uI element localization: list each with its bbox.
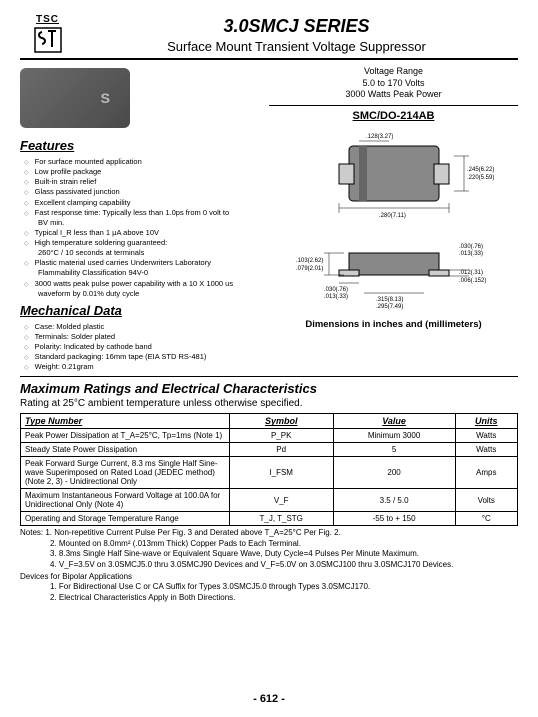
voltage-box: Voltage Range 5.0 to 170 Volts 3000 Watt… [269,64,518,103]
bipolar-label: Devices for Bipolar Applications [20,572,518,582]
td: I_FSM [229,457,333,489]
mech-item: Weight: 0.21gram [24,362,269,372]
dimension-drawing-side: .103(2.62) .079(2.01) .030(.76) .013(.33… [294,228,494,313]
td: 3.5 / 5.0 [333,489,455,512]
notes-label: Notes: [20,528,43,537]
voltage-line: 3000 Watts Peak Power [269,89,518,101]
td: Peak Forward Surge Current, 8.3 ms Singl… [21,457,230,489]
bipolar-item: 1. For Bidirectional Use C or CA Suffix … [20,582,518,592]
feature-item: Built-in strain relief [24,177,269,187]
svg-text:.030(.76): .030(.76) [459,244,483,250]
mech-item: Terminals: Solder plated [24,332,269,342]
svg-text:.315(8.13): .315(8.13) [376,297,403,303]
svg-text:.012(.31): .012(.31) [459,270,483,276]
td: Operating and Storage Temperature Range [21,512,230,526]
td: Maximum Instantaneous Forward Voltage at… [21,489,230,512]
logo: TSC [20,12,75,58]
td: Watts [455,429,517,443]
svg-text:.006(.152): .006(.152) [459,278,486,284]
logo-icon [34,27,62,53]
svg-text:.013(.33): .013(.33) [324,294,348,300]
features-list: For surface mounted application Low prof… [20,157,269,218]
td: Amps [455,457,517,489]
feature-item: High temperature soldering guaranteed: [24,238,269,248]
component-image [20,68,130,128]
feature-item: Excellent clamping capability [24,198,269,208]
feature-sub: 260°C / 10 seconds at terminals [20,248,269,258]
features-list: Plastic material used carries Underwrite… [20,258,269,268]
note-item: 2. Mounted on 8.0mm² (.013mm Thick) Copp… [20,539,518,549]
note-item: 1. Non-repetitive Current Pulse Per Fig.… [45,528,340,537]
svg-text:.220(5.59): .220(5.59) [467,175,494,181]
svg-text:.245(6.22): .245(6.22) [467,167,494,173]
logo-text: TSC [20,14,75,25]
svg-text:.013(.33): .013(.33) [459,251,483,257]
mech-item: Polarity: Indicated by cathode band [24,342,269,352]
page-title: 3.0SMCJ SERIES [75,16,518,37]
td: Watts [455,443,517,457]
note-item: 3. 8.3ms Single Half Sine-wave or Equiva… [20,549,518,559]
td: Pd [229,443,333,457]
feature-item: 3000 watts peak pulse power capability w… [24,279,269,289]
feature-item: Plastic material used carries Underwrite… [24,258,269,268]
feature-item: Glass passivated junction [24,187,269,197]
td: 5 [333,443,455,457]
feature-item: Fast response time: Typically less than … [24,208,269,218]
td: V_F [229,489,333,512]
mech-heading: Mechanical Data [20,303,269,318]
td: P_PK [229,429,333,443]
ratings-sub: Rating at 25°C ambient temperature unles… [20,398,518,409]
th: Value [333,414,455,429]
svg-text:.079(2.01): .079(2.01) [296,266,323,272]
svg-text:.030(.76): .030(.76) [324,287,348,293]
svg-text:.295(7.49): .295(7.49) [376,304,403,310]
title-box: 3.0SMCJ SERIES Surface Mount Transient V… [75,12,518,58]
th: Symbol [229,414,333,429]
td: T_J, T_STG [229,512,333,526]
feature-item: Typical I_R less than 1 μA above 10V [24,228,269,238]
page-subtitle: Surface Mount Transient Voltage Suppress… [75,39,518,54]
dimension-drawing-top: .128(3.27) .245(6.22) .220(5.59) .280(7.… [294,126,494,226]
bipolar-item: 2. Electrical Characteristics Apply in B… [20,593,518,603]
svg-text:.128(3.27): .128(3.27) [366,134,393,140]
td: Volts [455,489,517,512]
mech-item: Standard packaging: 16mm tape (EIA STD R… [24,352,269,362]
feature-sub: waveform by 0.01% duty cycle [20,289,269,299]
notes-block: Notes: 1. Non-repetitive Current Pulse P… [20,528,518,570]
features-list: Typical I_R less than 1 μA above 10V Hig… [20,228,269,248]
td: Steady State Power Dissipation [21,443,230,457]
mech-list: Case: Molded plastic Terminals: Solder p… [20,322,269,373]
td: °C [455,512,517,526]
ratings-heading: Maximum Ratings and Electrical Character… [20,381,518,396]
td: Peak Power Dissipation at T_A=25°C, Tp=1… [21,429,230,443]
th: Units [455,414,517,429]
package-label: SMC/DO-214AB [269,110,518,122]
feature-item: For surface mounted application [24,157,269,167]
page-number: - 612 - [0,693,538,705]
header: TSC 3.0SMCJ SERIES Surface Mount Transie… [20,12,518,60]
ratings-table: Type Number Symbol Value Units Peak Powe… [20,413,518,526]
th: Type Number [21,414,230,429]
dims-caption: Dimensions in inches and (millimeters) [269,319,518,330]
bipolar-block: Devices for Bipolar Applications 1. For … [20,572,518,603]
feature-sub: BV min. [20,218,269,228]
feature-sub: Flammability Classification 94V-0 [20,268,269,278]
td: Minimum 3000 [333,429,455,443]
voltage-line: Voltage Range [269,66,518,78]
svg-text:.280(7.11): .280(7.11) [379,213,406,219]
note-item: 4. V_F=3.5V on 3.0SMCJ5.0 thru 3.0SMCJ90… [20,560,518,570]
features-list: 3000 watts peak pulse power capability w… [20,279,269,289]
mech-item: Case: Molded plastic [24,322,269,332]
td: -55 to + 150 [333,512,455,526]
feature-item: Low profile package [24,167,269,177]
features-heading: Features [20,138,269,153]
voltage-line: 5.0 to 170 Volts [269,78,518,90]
svg-text:.103(2.62): .103(2.62) [296,258,323,264]
td: 200 [333,457,455,489]
